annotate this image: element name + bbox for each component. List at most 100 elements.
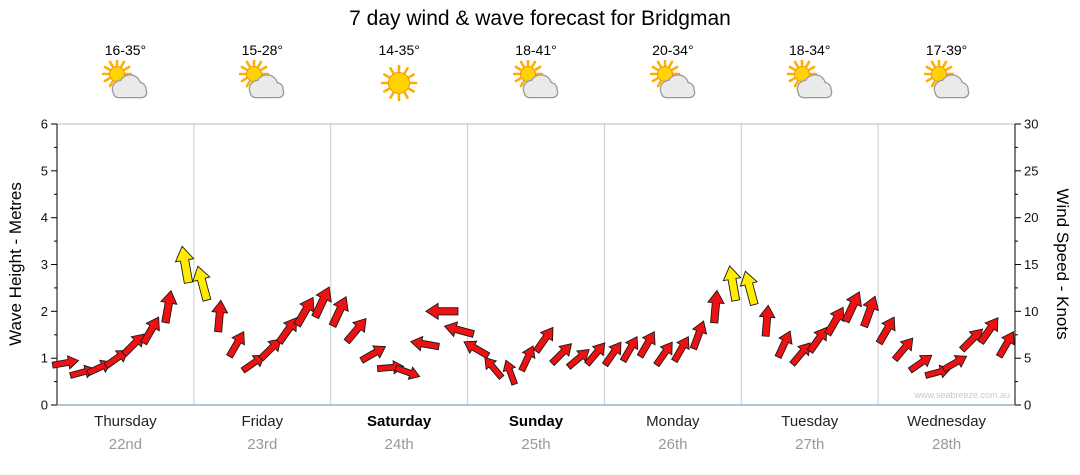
left-axis-title: Wave Height - Metres bbox=[6, 182, 25, 346]
svg-text:0: 0 bbox=[1024, 398, 1031, 413]
wind-arrow bbox=[359, 345, 387, 364]
wind-arrow bbox=[502, 359, 518, 386]
day-name: Monday bbox=[646, 413, 700, 430]
day-date: 23rd bbox=[247, 436, 278, 453]
wind-arrow bbox=[463, 340, 491, 360]
wind-arrow bbox=[875, 316, 896, 346]
wind-arrow bbox=[159, 289, 178, 324]
day-temperature: 16-35° bbox=[104, 42, 147, 58]
day-date: 27th bbox=[795, 436, 825, 453]
wind-arrow bbox=[140, 316, 160, 346]
wind-arrow bbox=[601, 341, 622, 368]
wind-arrow bbox=[671, 336, 690, 364]
day-temperature: 14-35° bbox=[378, 42, 420, 58]
wind-arrow bbox=[51, 355, 80, 370]
watermark: www.seabreeze.com.au bbox=[913, 390, 1010, 400]
wind-arrow bbox=[518, 345, 536, 373]
wind-arrow bbox=[824, 306, 845, 337]
wind-arrow bbox=[532, 326, 554, 354]
wind-arrow bbox=[706, 289, 725, 324]
day-temperature: 15-28° bbox=[241, 42, 283, 58]
sun-behind-cloud-icon bbox=[239, 60, 285, 99]
day-name: Saturday bbox=[367, 413, 432, 430]
wind-arrow bbox=[758, 304, 776, 337]
svg-text:25: 25 bbox=[1024, 163, 1038, 178]
wind-arrow bbox=[739, 270, 759, 307]
svg-text:0: 0 bbox=[41, 398, 48, 413]
wind-arrow bbox=[258, 338, 282, 362]
svg-text:2: 2 bbox=[41, 304, 48, 319]
day-date: 24th bbox=[384, 436, 414, 453]
wind-arrow bbox=[653, 341, 673, 368]
right-axis-title: Wind Speed - Knots bbox=[1053, 188, 1072, 340]
svg-text:6: 6 bbox=[41, 117, 48, 132]
page-title: 7 day wind & wave forecast for Bridgman bbox=[349, 7, 731, 30]
wind-arrow bbox=[409, 335, 440, 352]
svg-text:3: 3 bbox=[41, 257, 48, 272]
wind-arrow bbox=[722, 265, 742, 302]
svg-text:1: 1 bbox=[41, 351, 48, 366]
wind-arrow bbox=[211, 299, 229, 333]
wind-arrow bbox=[240, 354, 266, 374]
wind-arrow bbox=[689, 320, 708, 351]
wind-arrow bbox=[860, 295, 880, 329]
wind-arrow bbox=[343, 317, 367, 345]
day-labels-row: Thursday 22nd Friday 23rd Saturday 24th Sunday… bbox=[57, 413, 1015, 453]
day-temperature: 18-41° bbox=[515, 42, 557, 58]
wind-arrow bbox=[636, 331, 656, 359]
svg-text:15: 15 bbox=[1024, 257, 1038, 272]
wind-arrow bbox=[977, 317, 999, 345]
day-name: Sunday bbox=[508, 413, 564, 430]
wind-arrow bbox=[425, 302, 459, 321]
day-temperature: 20-34° bbox=[652, 42, 694, 58]
wind-arrow bbox=[907, 354, 933, 374]
wind-arrow bbox=[995, 331, 1015, 359]
day-date: 26th bbox=[658, 436, 688, 453]
weather-icons-row bbox=[57, 60, 1015, 106]
day-temperature: 17-39° bbox=[925, 42, 968, 58]
wind-arrow bbox=[192, 265, 212, 302]
wind-arrow bbox=[174, 245, 195, 284]
svg-text:4: 4 bbox=[41, 210, 48, 225]
wind-arrow bbox=[328, 296, 349, 328]
wind-arrow bbox=[789, 342, 811, 367]
sun-behind-cloud-icon bbox=[923, 60, 969, 99]
wind-arrow bbox=[103, 349, 129, 370]
wind-arrow bbox=[226, 331, 245, 359]
wind-arrow bbox=[619, 336, 639, 364]
day-name: Wednesday bbox=[907, 413, 987, 430]
sun-behind-cloud-icon bbox=[513, 60, 559, 99]
wind-arrow bbox=[275, 317, 297, 345]
wind-arrow bbox=[549, 343, 573, 367]
sun-behind-cloud-icon bbox=[786, 60, 833, 99]
sun-behind-cloud-icon bbox=[102, 60, 148, 99]
wind-arrow bbox=[774, 330, 793, 359]
sun-behind-cloud-icon bbox=[649, 60, 696, 99]
wind-arrow bbox=[941, 355, 968, 373]
wind-arrow bbox=[583, 342, 606, 367]
day-name: Tuesday bbox=[781, 413, 839, 430]
wind-arrow bbox=[841, 291, 862, 324]
day-date: 25th bbox=[521, 436, 551, 453]
wind-arrow bbox=[443, 321, 475, 338]
svg-text:30: 30 bbox=[1024, 117, 1038, 132]
day-date: 22nd bbox=[108, 436, 143, 453]
svg-text:10: 10 bbox=[1024, 304, 1038, 319]
wind-arrow bbox=[806, 326, 828, 354]
wind-arrow bbox=[484, 356, 505, 381]
day-temperature: 18-34° bbox=[789, 42, 831, 58]
wind-arrow bbox=[311, 286, 332, 320]
day-name: Thursday bbox=[94, 413, 157, 430]
svg-text:20: 20 bbox=[1024, 210, 1038, 225]
wind-arrow bbox=[394, 364, 421, 380]
day-date: 28th bbox=[931, 436, 962, 453]
sun-icon bbox=[380, 64, 418, 102]
day-name: Friday bbox=[241, 413, 284, 430]
svg-text:5: 5 bbox=[1024, 351, 1031, 366]
svg-text:5: 5 bbox=[41, 163, 48, 178]
wind-arrow bbox=[121, 333, 145, 358]
temperature-row: 16-35° 15-28° 14-35° 18-41° 20-34° 18-34° 17-3… bbox=[57, 42, 1015, 58]
wind-arrow bbox=[891, 337, 914, 363]
